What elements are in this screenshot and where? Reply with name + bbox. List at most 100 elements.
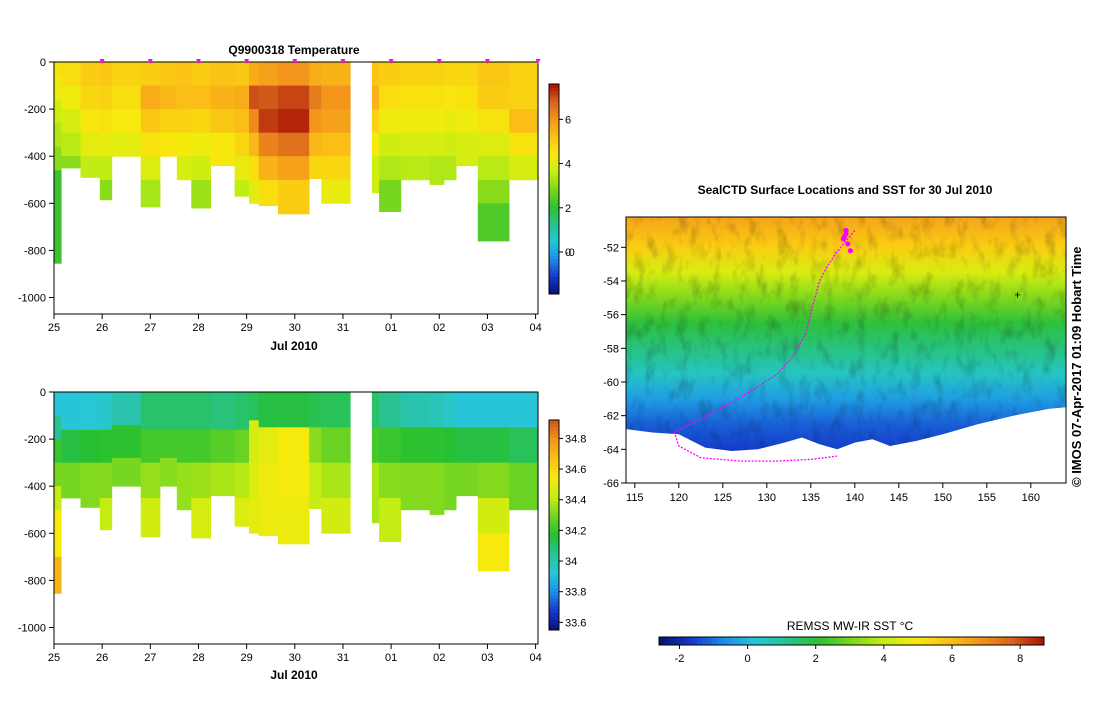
section-cell (371, 132, 380, 157)
sst-colorbar-step (702, 637, 708, 645)
sst-colorbar-step (736, 637, 742, 645)
section-cell (160, 132, 178, 157)
section-cell (61, 85, 81, 110)
section-cell (429, 156, 445, 185)
colorbar-step (549, 507, 559, 512)
sst-colorbar-step (967, 637, 973, 645)
colorbar-tick-label: 34 (565, 556, 577, 568)
section-cell (379, 62, 402, 86)
section-cell (444, 132, 457, 157)
section-cell (234, 392, 250, 431)
y-tick-label: -1000 (18, 293, 46, 305)
lat-tick-label: -62 (603, 411, 619, 423)
section-cell (477, 179, 510, 204)
x-tick-label: 25 (48, 322, 60, 334)
x-tick-label: 28 (192, 652, 204, 664)
colorbar-step (549, 126, 559, 130)
colorbar-step (549, 444, 559, 449)
y-tick-label: 0 (40, 57, 46, 69)
section-cell (456, 62, 479, 86)
section-cell (140, 85, 161, 110)
section-cell (371, 462, 380, 524)
section-cell (258, 132, 279, 157)
profile-marker (99, 59, 105, 64)
section-cell (210, 462, 235, 497)
section-cell (54, 76, 62, 101)
map-plus-marker: + (1014, 289, 1020, 301)
section-cell (61, 132, 81, 157)
section-cell (400, 109, 430, 134)
section-cell (444, 156, 457, 181)
section-cell (456, 132, 479, 167)
colorbar-step (549, 164, 559, 169)
sst-colorbar-step (668, 637, 674, 645)
sst-colorbar-frame (658, 636, 1045, 646)
temperature-plot-frame (53, 61, 539, 315)
lon-tick-label: 130 (758, 492, 776, 504)
x-tick-label: 31 (337, 322, 349, 334)
colorbar-step (549, 241, 559, 246)
section-cell (111, 109, 142, 134)
section-cell (509, 427, 539, 463)
sst-colorbar-step (942, 637, 949, 645)
section-cell (99, 156, 113, 181)
colorbar-step (549, 465, 559, 470)
sst-colorbar-step (827, 637, 833, 645)
section-cell (80, 429, 101, 464)
sst-colorbar-step (798, 637, 804, 645)
section-cell (444, 85, 457, 110)
section-cell (191, 109, 211, 134)
sst-colorbar-step (962, 637, 968, 645)
colorbar-step (549, 119, 559, 123)
lon-tick-label: 120 (670, 492, 688, 504)
section-cell (477, 462, 510, 499)
sst-map-panel: SealCTD Surface Locations and SST for 30… (603, 183, 1084, 665)
x-tick-label: 01 (385, 322, 397, 334)
sst-colorbar-step (769, 637, 775, 645)
section-cell (400, 85, 430, 110)
section-cell (429, 132, 445, 157)
sst-colorbar-step (952, 637, 958, 645)
sst-colorbar-step (1015, 637, 1021, 645)
sst-colorbar-step (779, 637, 785, 645)
x-tick-label: 04 (529, 322, 541, 334)
colorbar-step (549, 483, 559, 487)
colorbar-step (549, 227, 559, 232)
colorbar-step (549, 129, 559, 134)
profile-markers (99, 59, 541, 64)
colorbar-step (549, 175, 559, 179)
section-cell (80, 462, 101, 508)
colorbar-step (549, 500, 559, 505)
colorbar-step (549, 584, 559, 589)
sst-colorbar-step (890, 637, 896, 645)
x-tick-label: 02 (433, 652, 445, 664)
sst-colorbar-step (1005, 637, 1011, 645)
sst-colorbar-step (692, 637, 698, 645)
sst-colorbar-step (851, 637, 857, 645)
sst-colorbar-step (808, 637, 814, 645)
section-cell (80, 392, 101, 431)
section-cell (277, 392, 310, 428)
section-cell (277, 427, 310, 463)
colorbar-step (549, 213, 559, 218)
section-cell (444, 392, 457, 428)
sst-colorbar-step (914, 637, 920, 645)
section-cell (309, 62, 322, 86)
colorbar-step (549, 560, 559, 564)
colorbar-step (549, 192, 559, 197)
section-cell (379, 392, 402, 428)
sst-colorbar-step (697, 637, 703, 645)
sst-colorbar-step (813, 637, 819, 645)
sst-colorbar-step (1010, 637, 1016, 645)
section-cell (321, 85, 351, 110)
sst-colorbar-step (659, 637, 665, 645)
section-cell (140, 392, 161, 431)
colorbar-step (549, 623, 559, 627)
colorbar-step (549, 196, 559, 200)
section-cell (99, 85, 113, 110)
colorbar-tick-label: 33.8 (565, 587, 586, 599)
sst-colorbar-step (986, 637, 992, 645)
section-cell (210, 85, 235, 110)
y-tick-label: -400 (24, 151, 46, 163)
colorbar-step (549, 462, 559, 466)
